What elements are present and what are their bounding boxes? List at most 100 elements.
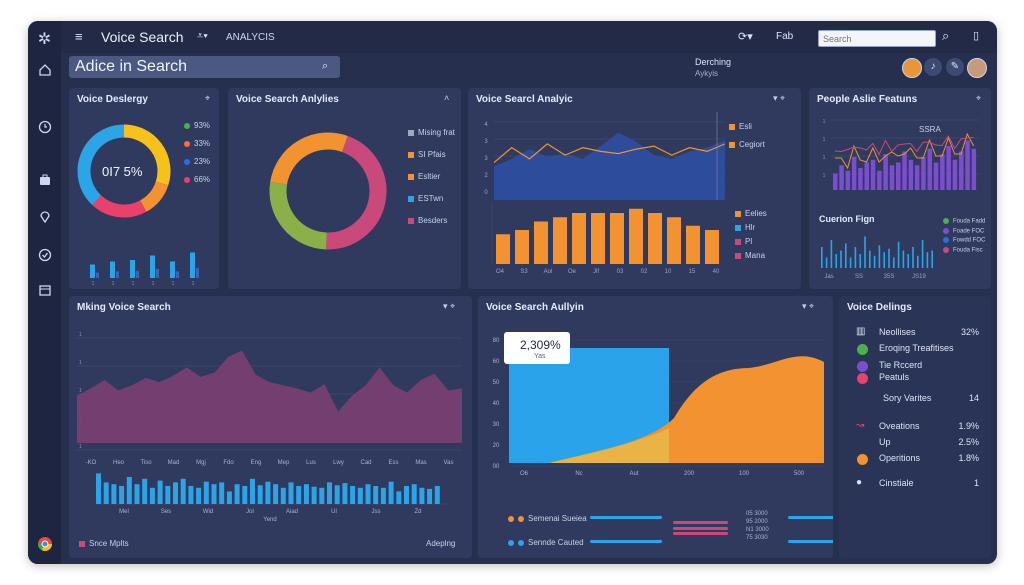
clock-icon[interactable] — [36, 118, 53, 135]
user-icon: ● — [856, 477, 863, 488]
legend-swatch — [735, 210, 741, 217]
metric-label: Tie Rccerd — [879, 360, 923, 370]
menu-icon[interactable]: ≡ — [75, 29, 83, 44]
tick-label: Aiad — [286, 509, 298, 515]
legend-label: Cegiort — [739, 140, 765, 149]
settings-icon[interactable]: ✲ — [37, 30, 52, 48]
expand-icon[interactable]: ⌖ — [205, 93, 211, 103]
donut-center-value: 0I7 5% — [102, 164, 143, 179]
bar — [926, 252, 929, 268]
legend-swatch — [729, 141, 735, 148]
legend-label: Semenai Sueiea — [528, 514, 587, 523]
area-chart: 4 3 3 2 0 — [484, 112, 725, 200]
tick-label: 500 — [794, 471, 805, 477]
metric-row[interactable]: ▥ Neollises 32% — [839, 326, 991, 340]
header-search-icon[interactable]: ⌕ — [322, 60, 329, 72]
metric-row[interactable]: Tie Rccerd — [839, 359, 991, 373]
area-legend: Esli Cegiort — [729, 122, 765, 158]
bar — [851, 157, 857, 190]
tick-label: 1 — [79, 444, 82, 450]
legend-swatch — [408, 129, 414, 136]
bar — [648, 213, 662, 264]
donut-segment — [77, 124, 125, 205]
header-search-box[interactable]: Adice in Search ⌕ — [69, 56, 340, 78]
tick-label: SS — [855, 274, 863, 280]
check-circle-icon[interactable] — [36, 246, 53, 263]
legend-item: Esli — [729, 122, 765, 131]
metric-row[interactable]: Peatuls — [839, 371, 991, 385]
bar — [858, 168, 863, 190]
bar — [883, 252, 885, 268]
bar — [176, 271, 179, 278]
sub-title: Cuerion Fign — [819, 214, 875, 224]
location-icon[interactable] — [36, 207, 53, 224]
metric-row[interactable]: Up 2.5% — [839, 436, 991, 450]
sync-icon[interactable]: ⟳▾ — [738, 31, 753, 43]
search-icon[interactable]: ⌕ — [942, 28, 950, 43]
bar — [288, 482, 294, 504]
tick-label: 4 — [484, 122, 488, 128]
metric-row[interactable]: Operitions 1.8% — [839, 452, 991, 466]
footer-left: Snce Mplts — [79, 539, 129, 548]
callout-sub: Yas — [534, 353, 546, 360]
metric-row[interactable]: ● Cinstiale 1 — [839, 477, 991, 491]
expand-icon[interactable]: ⌖ — [976, 93, 982, 103]
profile-avatar[interactable] — [967, 58, 987, 78]
legend-item: 66% — [184, 175, 210, 184]
bar — [110, 261, 115, 278]
callout-value: 2,309% — [520, 338, 561, 352]
notification-icon[interactable]: ♪ — [924, 58, 942, 76]
bar — [142, 478, 148, 504]
legend-label: Mana — [745, 251, 766, 260]
home-icon[interactable] — [36, 61, 53, 78]
edit-icon[interactable]: ✎ — [946, 58, 964, 76]
bar — [840, 250, 842, 268]
tick-label: Ess — [388, 460, 398, 466]
panel-menu-icon[interactable]: ▾ ⌖ — [443, 301, 456, 311]
metric-row[interactable]: Eroqing Treafitises — [839, 342, 991, 356]
purple-circle-icon — [857, 361, 868, 372]
overlap-area — [549, 428, 669, 463]
tick-label: 1 — [192, 281, 195, 286]
panel-menu-icon[interactable]: ▾ ⌖ — [802, 301, 815, 311]
orange-area — [509, 356, 824, 463]
metric-value: 2.5% — [958, 437, 979, 447]
search-input[interactable] — [818, 30, 936, 47]
legend-item: Sennde Cauted — [508, 538, 584, 547]
tick-label: 1 — [152, 281, 155, 286]
bar — [914, 165, 920, 190]
bar — [667, 217, 681, 264]
bar — [849, 257, 852, 268]
briefcase-icon[interactable] — [36, 171, 53, 188]
tick-label: Jlf — [593, 269, 599, 275]
tick-label: 1 — [79, 332, 82, 338]
bar — [845, 243, 847, 268]
calendar-icon[interactable] — [36, 281, 53, 298]
chrome-icon[interactable] — [36, 535, 53, 552]
tick-label: 30 — [493, 422, 500, 428]
collapse-icon[interactable]: ˄ — [444, 93, 450, 103]
metric-row[interactable]: ↝ Oveations 1.9% — [839, 420, 991, 434]
avatar[interactable] — [902, 58, 922, 78]
legend-swatch — [408, 217, 414, 224]
bar — [873, 255, 876, 268]
legend-label: SI Pfais — [418, 150, 446, 159]
panel-mking-voice-search: Mking Voice Search ▾ ⌖ 11111-KOHeoTisoMa… — [69, 296, 472, 558]
panel-menu-icon[interactable]: ▾ ⌖ — [773, 93, 786, 103]
legend-label: Pl — [745, 237, 753, 246]
metric-row[interactable]: Sory Varites 14 — [839, 392, 991, 406]
tick-label: 1 — [112, 281, 115, 286]
metric-label: Eroqing Treafitises — [879, 343, 954, 353]
help-link[interactable]: Fab — [776, 31, 794, 42]
filter-icon[interactable]: ⩡▾ — [197, 30, 208, 42]
tick-label: Ses — [161, 509, 171, 515]
tick-label: Jss — [372, 509, 381, 515]
tick-label: 1 — [92, 281, 95, 286]
legend-label: Sennde Cauted — [528, 538, 584, 547]
bar — [878, 245, 881, 268]
bar — [265, 481, 271, 504]
tick-label: Mgj — [196, 460, 206, 466]
document-icon[interactable]: ▯ — [973, 30, 980, 42]
bar — [686, 225, 700, 264]
